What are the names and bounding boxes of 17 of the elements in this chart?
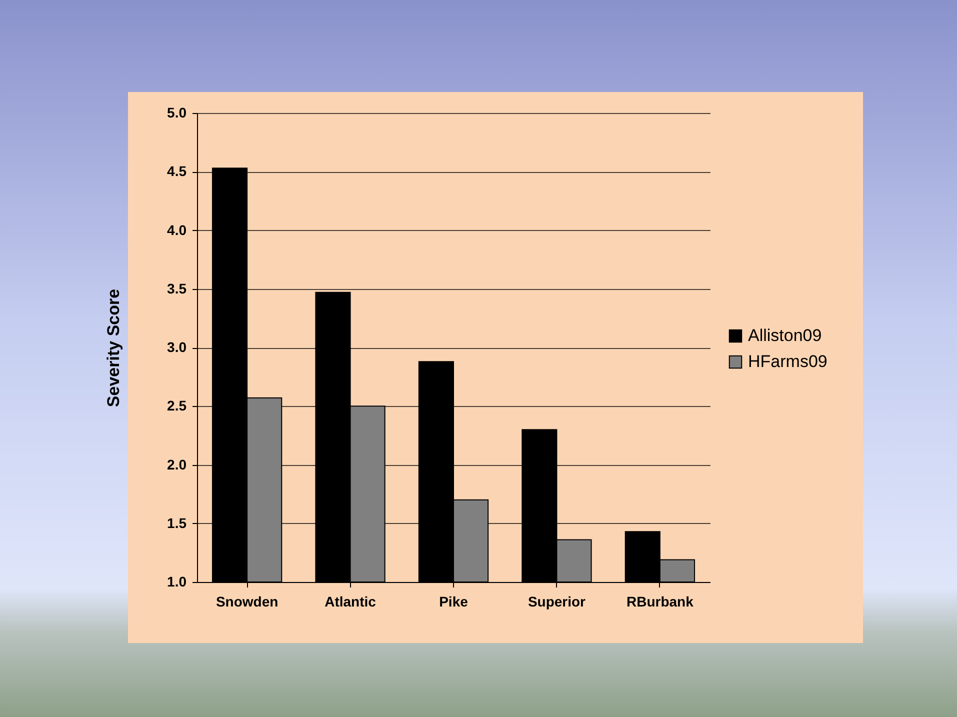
y-tick-label: 4.0 bbox=[167, 222, 187, 238]
legend-label: Alliston09 bbox=[748, 326, 822, 345]
x-tick-label: RBurbank bbox=[626, 594, 694, 610]
y-tick-label: 2.0 bbox=[167, 456, 187, 472]
y-tick-label: 1.0 bbox=[167, 574, 187, 590]
y-tick-label: 3.5 bbox=[167, 280, 187, 296]
y-tick-label: 5.0 bbox=[167, 104, 187, 120]
y-tick-label: 1.5 bbox=[167, 514, 187, 531]
y-tick-label: 2.5 bbox=[167, 398, 187, 414]
y-axis-title: Severity Score bbox=[104, 288, 124, 408]
x-tick-label: Snowden bbox=[216, 594, 278, 610]
legend-label: HFarms09 bbox=[748, 352, 828, 371]
x-tick-label: Pike bbox=[439, 594, 468, 610]
x-tick-label: Atlantic bbox=[324, 594, 376, 610]
x-tick-label: Superior bbox=[528, 594, 586, 610]
y-tick-label: 4.5 bbox=[167, 163, 187, 180]
y-tick-label: 3.0 bbox=[167, 339, 187, 355]
